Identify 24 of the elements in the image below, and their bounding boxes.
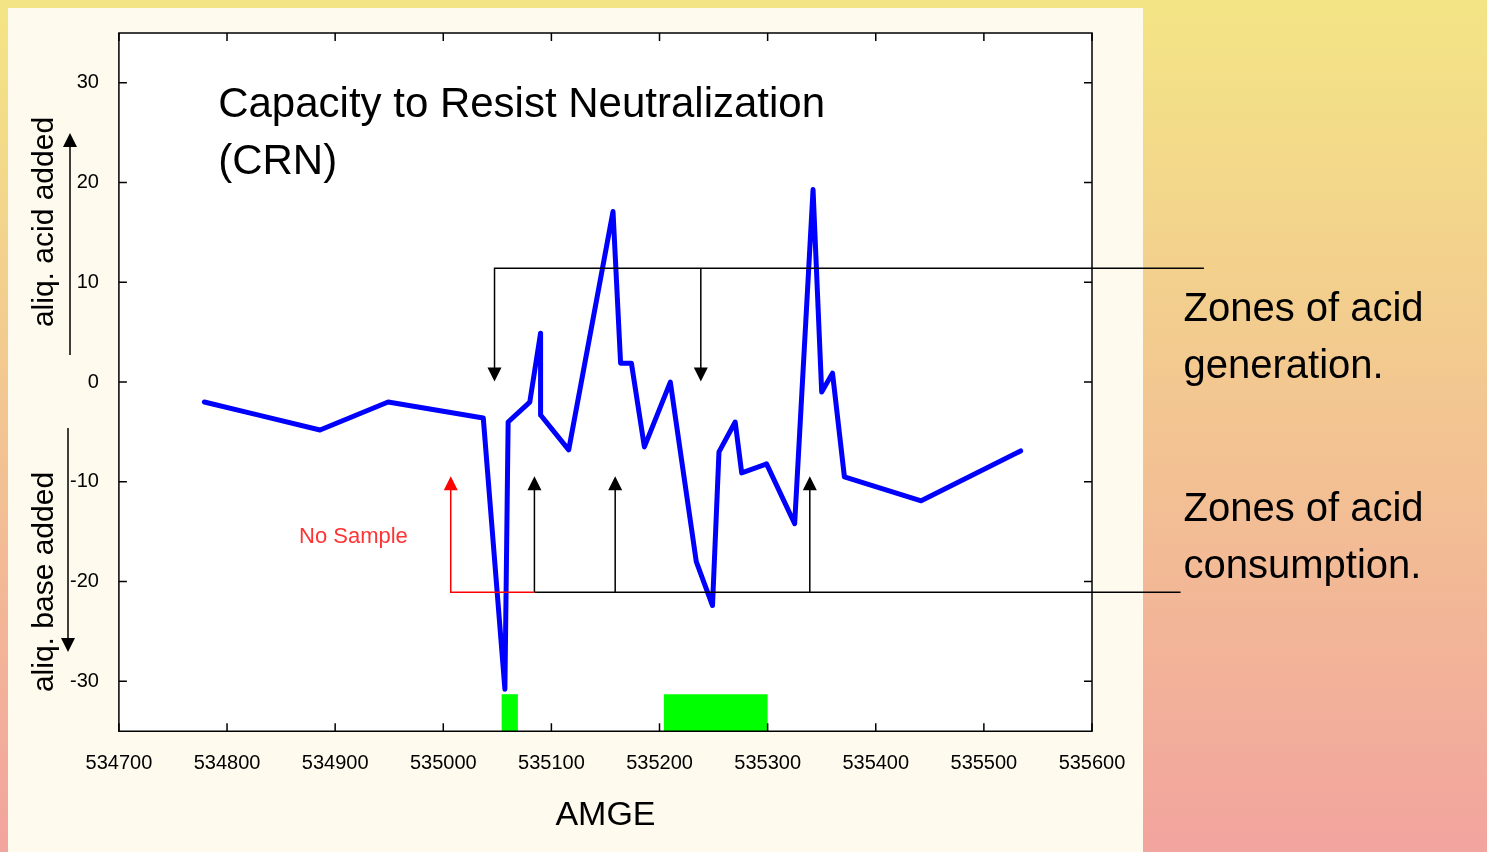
x-tick-label: 534900 <box>301 750 369 773</box>
y-tick-label: 30 <box>76 70 99 93</box>
x-tick-label: 535600 <box>1058 750 1126 773</box>
x-tick-label: 535100 <box>518 750 585 773</box>
x-axis-title: AMGE <box>555 793 656 832</box>
y-tick-label: -20 <box>70 569 99 592</box>
y-tick-label: -30 <box>70 668 99 691</box>
x-tick-label: 535400 <box>842 750 910 773</box>
x-tick-label: 534700 <box>85 750 153 773</box>
text: Zones of acid generation. <box>1183 284 1424 386</box>
y-tick-label: 10 <box>76 269 99 292</box>
x-tick-label: 535000 <box>409 750 477 773</box>
y-tick-label: -10 <box>70 469 99 492</box>
text: Capacity to Resist Neutralization (CRN) <box>218 78 826 183</box>
y-axis-title: aliq. acid added <box>26 116 60 328</box>
y-tick-label: 20 <box>76 170 99 193</box>
x-tick-label: 534800 <box>193 750 261 773</box>
x-tick-label: 535500 <box>950 750 1018 773</box>
x-tick-label: 535200 <box>626 750 693 773</box>
text: aliq. base added <box>26 471 60 693</box>
x-tick-label: 535300 <box>734 750 802 773</box>
annotation: No Sample <box>299 523 408 549</box>
y-tick-label: 0 <box>87 369 99 392</box>
text: Zones of acid consumption. <box>1183 484 1424 586</box>
